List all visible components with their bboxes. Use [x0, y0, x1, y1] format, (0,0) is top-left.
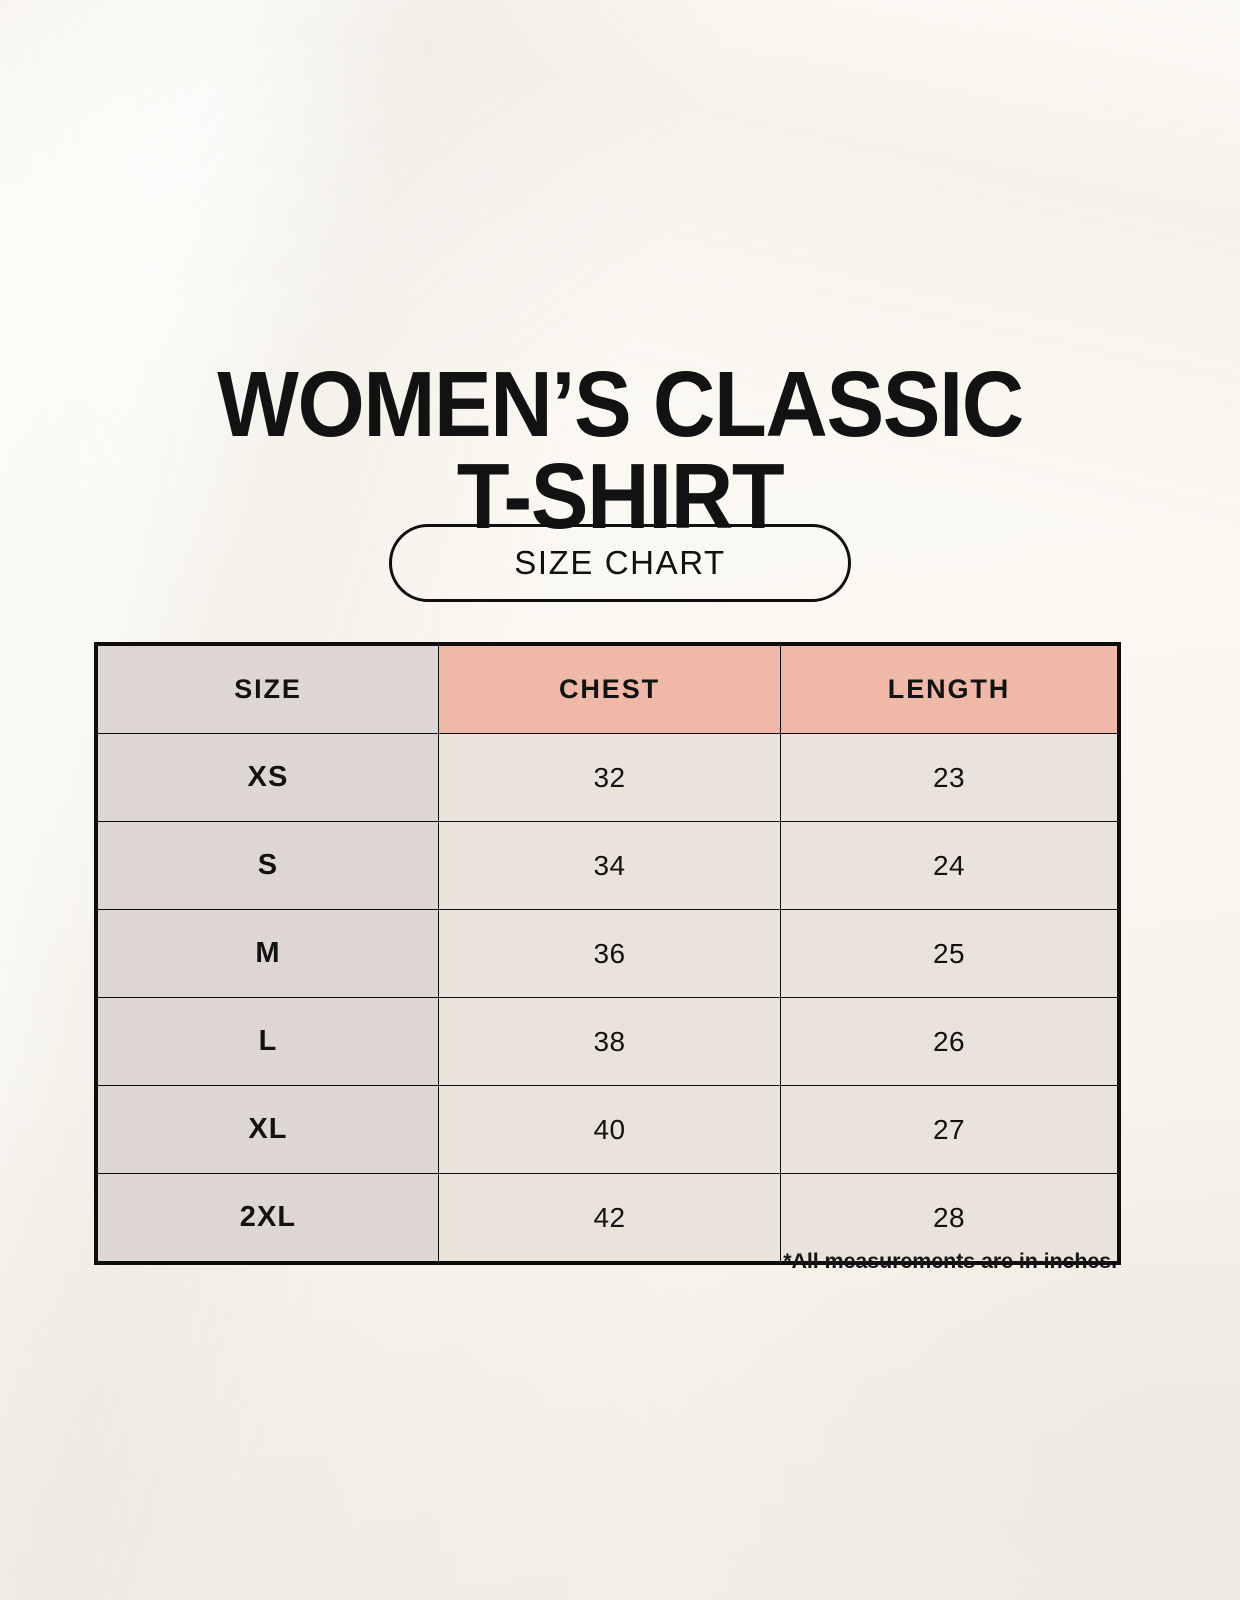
- column-header-chest: CHEST: [438, 645, 781, 734]
- cell-size: M: [97, 909, 439, 998]
- size-table-container: SIZE CHEST LENGTH XS 32 23 S 34 24 M: [97, 645, 1118, 1262]
- cell-size: 2XL: [97, 1173, 439, 1262]
- cell-size: L: [97, 997, 439, 1086]
- cell-length: 24: [780, 821, 1118, 910]
- cell-length: 28: [780, 1173, 1118, 1262]
- table-row: L 38 26: [97, 997, 1118, 1086]
- size-table: SIZE CHEST LENGTH XS 32 23 S 34 24 M: [97, 645, 1118, 1262]
- size-table-body: XS 32 23 S 34 24 M 36 25 L 38 26: [97, 733, 1118, 1262]
- page-title: WOMEN’S CLASSIC T-SHIRT: [217, 352, 1024, 549]
- table-row: 2XL 42 28: [97, 1173, 1118, 1262]
- cell-length: 27: [780, 1085, 1118, 1174]
- size-table-header: SIZE CHEST LENGTH: [97, 645, 1118, 734]
- cell-size: S: [97, 821, 439, 910]
- table-row: XL 40 27: [97, 1085, 1118, 1174]
- cell-size: XL: [97, 1085, 439, 1174]
- cell-chest: 32: [438, 733, 781, 822]
- cell-chest: 36: [438, 909, 781, 998]
- size-chart-badge: SIZE CHART: [389, 524, 851, 602]
- cell-chest: 38: [438, 997, 781, 1086]
- cell-chest: 42: [438, 1173, 781, 1262]
- cell-length: 25: [780, 909, 1118, 998]
- cell-chest: 40: [438, 1085, 781, 1174]
- column-header-length: LENGTH: [780, 645, 1118, 734]
- table-header-row: SIZE CHEST LENGTH: [97, 645, 1118, 734]
- measurements-footnote: *All measurements are in inches.: [783, 1249, 1117, 1273]
- badge-container: SIZE CHART: [0, 524, 1240, 602]
- cell-size: XS: [97, 733, 439, 822]
- table-row: XS 32 23: [97, 733, 1118, 822]
- cell-length: 23: [780, 733, 1118, 822]
- cell-length: 26: [780, 997, 1118, 1086]
- table-row: S 34 24: [97, 821, 1118, 910]
- cell-chest: 34: [438, 821, 781, 910]
- table-row: M 36 25: [97, 909, 1118, 998]
- column-header-size: SIZE: [97, 645, 439, 734]
